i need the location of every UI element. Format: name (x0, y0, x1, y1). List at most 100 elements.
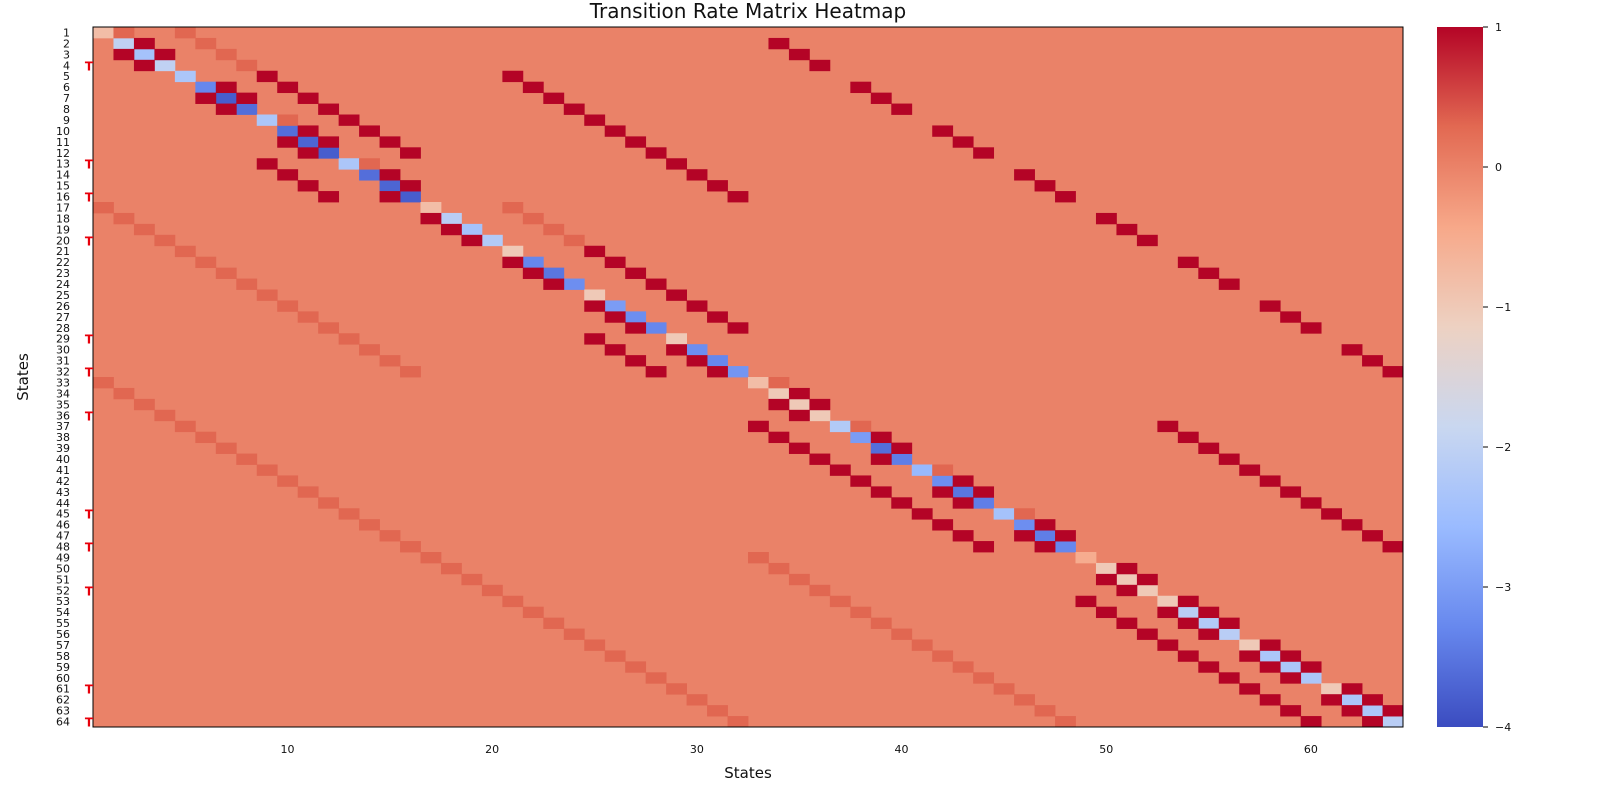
heatmap-cell (277, 300, 299, 312)
y-tick-label: 56 (56, 628, 70, 641)
heatmap-cell (686, 344, 708, 356)
heatmap-cell (1177, 617, 1199, 629)
heatmap-cell (829, 420, 851, 433)
heatmap-cell (338, 333, 360, 345)
heatmap-cell (318, 322, 340, 334)
heatmap-cell (1280, 650, 1302, 662)
heatmap-cell (604, 125, 626, 137)
heatmap-cell (829, 595, 851, 608)
heatmap-cell (1259, 475, 1281, 487)
heatmap-cell (1382, 541, 1404, 553)
heatmap-cell (543, 267, 565, 279)
heatmap-cell (1218, 617, 1240, 629)
heatmap-cell (1198, 628, 1220, 640)
heatmap-cell (113, 387, 135, 400)
heatmap-cell (1075, 552, 1097, 564)
heatmap-cell (1055, 530, 1076, 542)
heatmap-cell (768, 377, 790, 389)
heatmap-cell (461, 234, 483, 247)
heatmap-cell (788, 398, 810, 411)
heatmap-cell (195, 431, 217, 444)
heatmap-cell (1198, 617, 1220, 629)
y-tick-label: 30 (56, 344, 70, 357)
heatmap-cell (1239, 683, 1261, 695)
colorbar-ticks: 1 0 −1 −2 −3 −4 (1483, 21, 1511, 734)
heatmap-cell (379, 191, 401, 203)
heatmap-cell (1014, 169, 1035, 181)
heatmap-cell (543, 223, 565, 236)
heatmap-cell (850, 606, 872, 619)
heatmap-cell (973, 147, 995, 159)
heatmap-cell (1177, 431, 1199, 444)
y-tick-label: 47 (56, 530, 70, 543)
row-marker: T (85, 409, 94, 423)
row-marker: T (85, 584, 94, 598)
heatmap-cell (563, 278, 585, 290)
y-tick-label: 19 (56, 223, 70, 236)
heatmap-cell (1177, 606, 1199, 619)
heatmap-cell (891, 442, 913, 454)
heatmap-cell (584, 333, 606, 345)
heatmap-cell (522, 267, 544, 279)
heatmap-cell (1198, 267, 1220, 279)
heatmap-cell (1014, 530, 1035, 542)
y-tick-label: 2 (63, 37, 70, 50)
x-axis-ticks: 10 20 30 40 50 60 (280, 743, 1317, 756)
heatmap-cell (195, 81, 217, 94)
heatmap-cell (932, 519, 954, 531)
heatmap-cell (973, 672, 995, 684)
heatmap-cell (1116, 584, 1138, 597)
heatmap-cell (297, 147, 319, 159)
y-tick-label: 3 (63, 48, 70, 61)
heatmap-cell (1136, 573, 1158, 586)
y-tick-label: 17 (56, 201, 70, 214)
heatmap-cell (952, 530, 974, 542)
heatmap-cell (1382, 705, 1404, 717)
y-tick-label: 55 (56, 617, 70, 630)
heatmap-cell (297, 92, 319, 104)
heatmap-cell (215, 267, 237, 279)
heatmap-cell (236, 103, 258, 115)
heatmap-cell (277, 475, 299, 487)
heatmap-cell (379, 136, 401, 148)
row-marker: T (85, 716, 94, 730)
heatmap-cell (1362, 716, 1383, 728)
heatmap-cell (277, 136, 299, 148)
y-tick-label: 11 (56, 136, 70, 149)
heatmap-cell (1116, 562, 1138, 575)
x-tick-label: 40 (895, 743, 909, 756)
heatmap-cell (1218, 672, 1240, 684)
heatmap-cell (768, 431, 790, 444)
heatmap-cell (932, 125, 954, 137)
y-tick-label: 48 (56, 541, 70, 554)
heatmap-cell (215, 81, 237, 94)
heatmap-cell (1198, 606, 1220, 619)
y-tick-label: 15 (56, 180, 70, 193)
y-tick-label: 26 (56, 300, 70, 313)
heatmap-cell (829, 464, 851, 476)
heatmap-cell (215, 442, 237, 454)
heatmap-cell (93, 377, 114, 389)
heatmap-cell (748, 420, 769, 433)
heatmap-cell (788, 442, 810, 454)
heatmap-cell (952, 136, 974, 148)
heatmap-cell (1362, 705, 1383, 717)
heatmap-cell (932, 475, 954, 487)
heatmap-cell (1157, 420, 1179, 433)
y-tick-label: 18 (56, 212, 70, 225)
heatmap-cell (1341, 705, 1363, 717)
heatmap-cell (1280, 486, 1302, 498)
heatmap-cell (809, 409, 831, 422)
heatmap-cell (359, 169, 380, 181)
heatmap-cell (666, 333, 687, 345)
y-tick-label: 10 (56, 125, 70, 138)
heatmap-cell (522, 606, 544, 619)
row-marker: T (85, 333, 94, 347)
heatmap-cell (1239, 464, 1261, 476)
heatmap-cell (645, 366, 667, 378)
heatmap-cell (1382, 716, 1404, 728)
heatmap-cell (1177, 256, 1199, 269)
heatmap-cell (973, 486, 995, 498)
heatmap-cell (1218, 453, 1240, 465)
y-tick-label: 29 (56, 333, 70, 346)
